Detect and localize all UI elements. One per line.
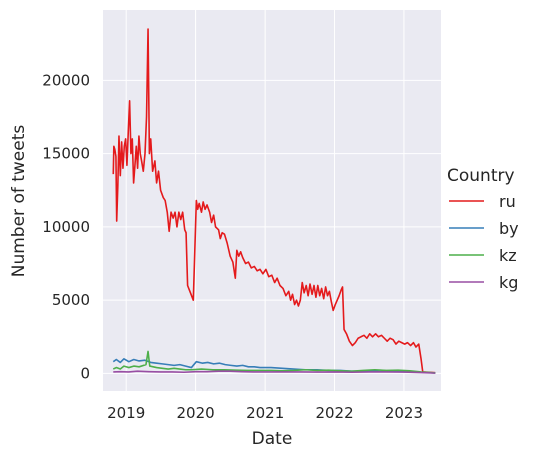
x-tick-label: 2022 [315,404,353,422]
grid [103,10,441,391]
legend-label-kz: kz [499,246,517,265]
x-tick-label: 2023 [385,404,423,422]
legend-items: ru by kz kg [449,192,519,292]
y-tick-label: 15000 [42,145,90,163]
x-axis-label: Date [252,429,293,449]
series-line-kz [112,350,436,374]
series-line-ru [112,28,436,374]
legend-label-ru: ru [499,192,516,211]
series-line-kg [113,370,436,374]
y-tick-label: 10000 [42,218,90,236]
legend-label-by: by [499,219,519,238]
x-axis-ticks: 2019 2020 2021 2022 2023 [107,404,423,422]
y-tick-label: 5000 [52,291,90,309]
x-tick-label: 2019 [107,404,145,422]
legend-title: Country [447,166,515,186]
y-axis-ticks: 0 5000 10000 15000 20000 [42,71,90,382]
x-tick-label: 2020 [176,404,214,422]
x-tick-label: 2021 [246,404,284,422]
legend-label-kg: kg [499,273,518,292]
y-tick-label: 0 [80,364,90,382]
legend: Country ru by kz kg [447,166,519,292]
series-layer [112,28,436,374]
plot-background [103,10,441,391]
y-tick-label: 20000 [42,71,90,89]
y-axis-label: Number of tweets [9,125,29,278]
